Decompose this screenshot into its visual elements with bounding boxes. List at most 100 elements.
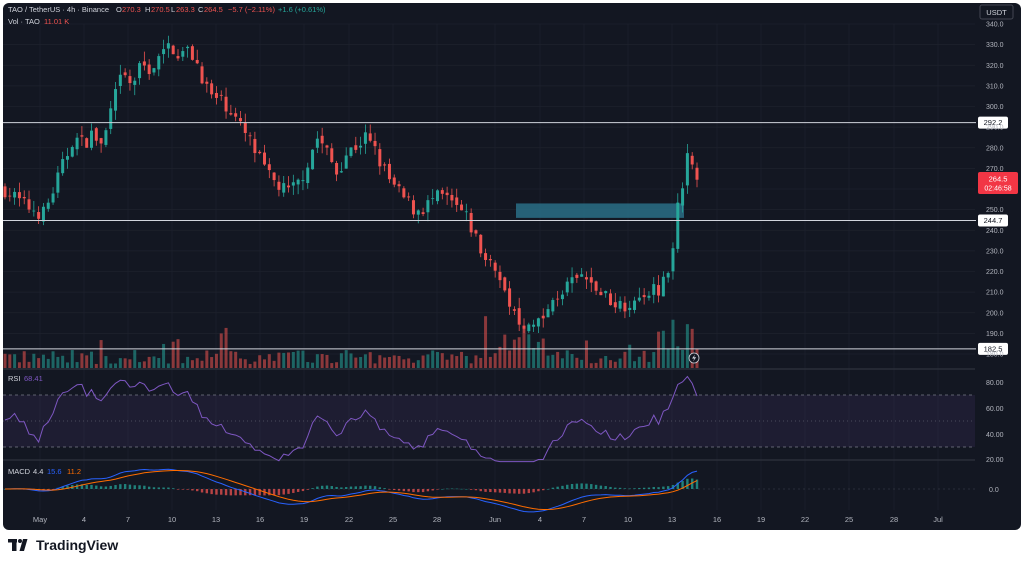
volume-bar <box>623 351 627 368</box>
volume-bar <box>118 358 122 368</box>
macd-histogram-bar <box>205 489 209 494</box>
price-tick: 270.0 <box>986 166 1004 173</box>
macd-histogram-bar <box>638 487 641 489</box>
candle-body <box>133 80 137 85</box>
tradingview-logo[interactable]: TradingView <box>8 537 118 553</box>
macd-histogram-bar <box>171 488 175 489</box>
currency-button[interactable]: USDT <box>979 4 1014 20</box>
candle-body <box>589 277 593 283</box>
rsi-label[interactable]: RSI <box>8 374 21 383</box>
volume-bar <box>229 351 233 368</box>
volume-bars <box>3 316 699 368</box>
candle-body <box>556 298 560 300</box>
macd-histogram-bar <box>330 486 333 489</box>
candle-body <box>445 192 449 196</box>
candle-body <box>613 302 617 308</box>
macd-line <box>4 468 698 513</box>
macd-histogram-bar <box>393 489 396 491</box>
candle-body <box>546 309 550 318</box>
macd-histogram-bar <box>681 480 684 489</box>
chart-panel[interactable]: TAO / TetherUS · 4h · Binance O 270.3 H … <box>3 3 1021 530</box>
symbol-title[interactable]: TAO / TetherUS · 4h · Binance <box>8 5 109 14</box>
candle-body <box>503 277 507 291</box>
candle-body <box>99 138 103 144</box>
volume-bar <box>464 356 468 368</box>
volume-bar <box>238 358 242 368</box>
indicator-axis[interactable]: 80.00 60.00 40.00 20.00 0.0 <box>986 380 1004 494</box>
volume-bar <box>503 334 507 368</box>
macd-histogram-bar <box>647 487 651 489</box>
candle-body <box>118 74 122 87</box>
volume-bar <box>488 356 492 368</box>
macd-histogram-bar <box>354 486 358 489</box>
macd-histogram-bar <box>671 484 675 489</box>
candle-body <box>267 164 271 171</box>
macd-histogram-bar <box>522 489 526 494</box>
candle-body <box>560 294 564 300</box>
macd-histogram-bar <box>436 489 439 490</box>
volume-bar <box>104 356 108 368</box>
candle-body <box>431 198 435 200</box>
macd-histogram-bar <box>556 486 559 489</box>
volume-bar <box>320 354 324 368</box>
time-axis[interactable]: May 4 7 10 13 16 19 22 25 28 Jun 4 7 10 13 16 19 22 25 28 Ju… <box>33 515 943 524</box>
macd-histogram-bar <box>527 489 531 494</box>
volume-bar <box>565 350 569 368</box>
volume-bar <box>282 352 286 368</box>
chart-canvas[interactable]: TAO / TetherUS · 4h · Binance O 270.3 H … <box>3 3 1021 530</box>
volume-bar <box>157 357 161 368</box>
macd-histogram-bar <box>287 489 290 494</box>
ohlc-close-value: 264.5 <box>204 5 223 14</box>
volume-bar <box>147 356 151 368</box>
macd-histogram-bar <box>378 487 382 489</box>
macd-histogram-bar <box>196 489 199 492</box>
macd-histogram-bar <box>604 486 607 489</box>
time-tick: 13 <box>668 515 676 524</box>
macd-histogram-bar <box>609 486 612 489</box>
candle-body <box>109 108 113 129</box>
candle-body <box>330 148 334 163</box>
lightning-icon[interactable] <box>688 352 700 364</box>
price-change: −5.7 (−2.11%) <box>228 5 275 14</box>
volume-label[interactable]: Vol · TAO <box>8 17 40 26</box>
volume-bar <box>330 363 334 368</box>
macd-label[interactable]: MACD <box>8 467 31 476</box>
macd-histogram <box>3 478 699 496</box>
macd-histogram-bar <box>594 484 598 489</box>
volume-bar <box>493 353 497 368</box>
candle-body <box>652 284 656 295</box>
symbol-legend[interactable]: TAO / TetherUS · 4h · Binance O 270.3 H … <box>8 5 326 26</box>
candle-body <box>580 274 584 277</box>
volume-bar <box>195 358 199 368</box>
macd-histogram-bar <box>618 487 622 489</box>
candle-body <box>32 210 36 212</box>
macd-histogram-bar <box>431 489 434 491</box>
macd-histogram-bar <box>292 489 295 493</box>
candle-body <box>306 167 310 184</box>
candle-body <box>27 199 31 210</box>
volume-bar <box>508 350 512 368</box>
macd-signal-value: 11.2 <box>67 467 81 476</box>
macd-histogram-bar <box>623 488 627 489</box>
candle-body <box>70 147 74 157</box>
volume-bar <box>176 339 180 368</box>
price-tick: 200.0 <box>986 310 1004 317</box>
horizontal-levels[interactable]: 292.2 244.7 182.5 <box>3 116 1008 355</box>
rsi-pane[interactable]: RSI 68.41 <box>3 374 975 463</box>
volume-bar <box>267 354 271 368</box>
time-tick: 28 <box>890 515 898 524</box>
volume-bar <box>94 363 98 368</box>
candle-body <box>296 179 300 185</box>
macd-histogram-bar <box>51 489 55 490</box>
macd-pane[interactable]: MACD 4.4 15.6 11.2 <box>3 467 975 513</box>
demand-zone[interactable] <box>516 203 684 218</box>
macd-histogram-bar <box>162 487 165 489</box>
candle-body <box>387 163 391 180</box>
macd-histogram-bar <box>484 489 487 492</box>
volume-bar <box>359 357 363 368</box>
volume-bar <box>70 350 74 368</box>
candle-body <box>527 324 531 332</box>
macd-histogram-bar <box>498 489 502 493</box>
volume-bar <box>407 358 411 368</box>
